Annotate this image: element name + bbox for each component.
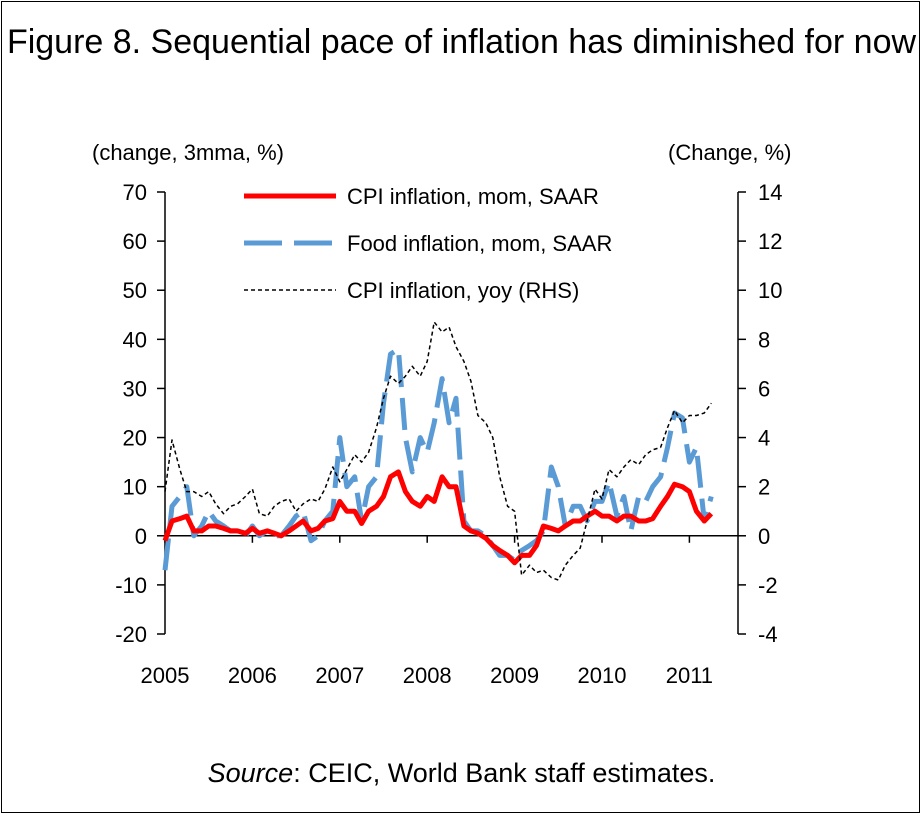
left-axis-tick-label: 40 <box>123 327 147 352</box>
left-axis-tick-label: -20 <box>115 622 147 647</box>
source-note: Source: CEIC, World Bank staff estimates… <box>0 758 923 789</box>
right-axis-tick-label: 0 <box>758 524 770 549</box>
x-axis-tick-label: 2008 <box>403 663 452 688</box>
cpi-mom-line <box>162 469 714 566</box>
left-axis-tick-label: 20 <box>123 426 147 451</box>
source-label: Source <box>207 758 294 788</box>
right-axis-tick-label: 4 <box>758 426 770 451</box>
figure-title: Figure 8. Sequential pace of inflation h… <box>6 23 917 61</box>
right-axis-tick-label: 6 <box>758 376 770 401</box>
left-axis-tick-label: 10 <box>123 475 147 500</box>
right-axis-label: (Change, %) <box>668 140 792 165</box>
x-axis-tick-label: 2009 <box>490 663 539 688</box>
left-axis-tick-label: -10 <box>115 573 147 598</box>
food-mom-line <box>162 346 714 571</box>
legend-entry-cpi-mom-label: CPI inflation, mom, SAAR <box>347 184 599 209</box>
left-axis-label: (change, 3mma, %) <box>92 140 284 165</box>
right-axis-tick-label: 2 <box>758 475 770 500</box>
x-axis-tick-label: 2007 <box>315 663 364 688</box>
left-axis-tick-label: 0 <box>135 524 147 549</box>
right-axis-tick-label: 14 <box>758 180 782 205</box>
right-axis-tick-label: 10 <box>758 278 782 303</box>
left-axis-tick-label: 50 <box>123 278 147 303</box>
right-axis-tick-label: -2 <box>758 573 778 598</box>
left-axis-tick-label: 70 <box>123 180 147 205</box>
source-text: : CEIC, World Bank staff estimates. <box>293 758 716 788</box>
right-axis-tick-label: -4 <box>758 622 778 647</box>
legend-entry-food-mom-label: Food inflation, mom, SAAR <box>347 231 612 256</box>
x-axis-tick-label: 2005 <box>141 663 190 688</box>
legend: CPI inflation, mom, SAAR Food inflation, … <box>244 184 612 303</box>
x-axis-tick-label: 2010 <box>578 663 627 688</box>
plot-area <box>162 321 714 581</box>
right-axis-tick-label: 8 <box>758 327 770 352</box>
line-chart: (change, 3mma, %) (Change, %) -20-100102… <box>92 140 792 688</box>
x-axis-tick-label: 2011 <box>666 663 713 688</box>
legend-entry-cpi-yoy-label: CPI inflation, yoy (RHS) <box>347 278 579 303</box>
left-axis-tick-label: 60 <box>123 229 147 254</box>
left-axis-tick-label: 30 <box>123 376 147 401</box>
x-axis-tick-label: 2006 <box>228 663 277 688</box>
axes: -20-10010203040506070-4-2024681012142005… <box>115 180 782 688</box>
right-axis-tick-label: 12 <box>758 229 782 254</box>
cpi-yoy-line <box>164 321 712 581</box>
